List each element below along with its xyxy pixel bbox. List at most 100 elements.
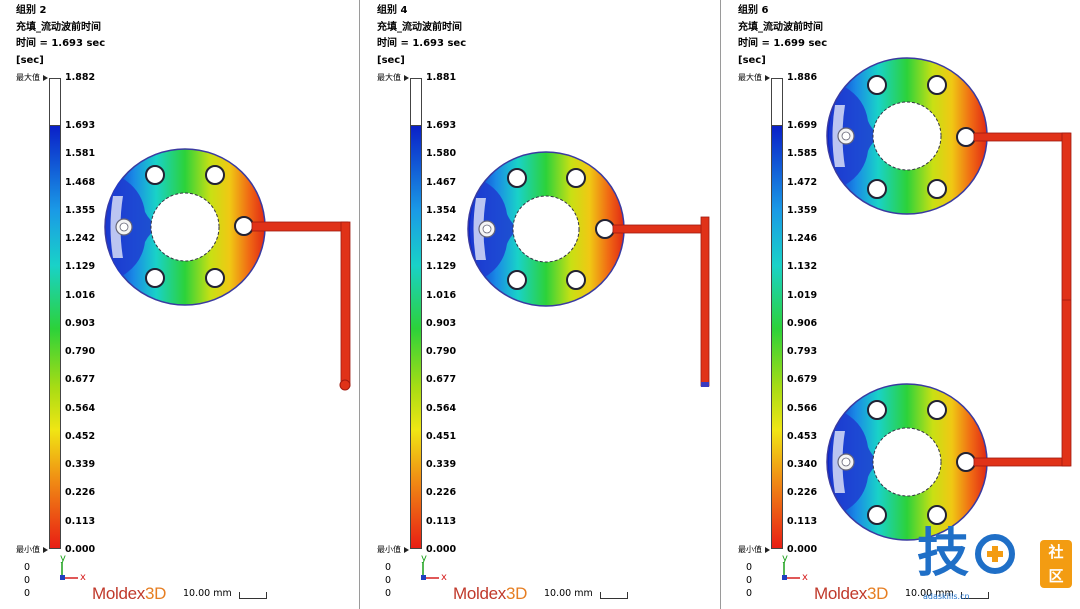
axis-y-label: y (421, 553, 427, 564)
legend-tick-label: 1.585 (787, 148, 818, 160)
legend-overflow-band (49, 78, 61, 125)
legend-tick-label: 1.472 (787, 176, 818, 188)
legend-tick-label: 0.564 (65, 402, 96, 414)
molded-part[interactable] (104, 148, 266, 306)
group-title: 组别 4 (377, 5, 408, 16)
legend-tick-label: 0.793 (787, 346, 818, 358)
legend-tick-label: 0.000 (426, 544, 457, 555)
legend-tick-label: 0.000 (787, 544, 818, 555)
axis-y-label: y (782, 553, 788, 564)
legend-tick-label: 1.242 (426, 233, 457, 245)
legend-tick-label: 0.790 (65, 346, 96, 358)
legend-tick-label: 1.359 (787, 204, 818, 216)
legend-tick-label: 0.679 (787, 374, 818, 386)
max-value: 1.882 (65, 72, 96, 83)
max-label: 最大值 (738, 73, 762, 82)
color-legend-bar[interactable] (49, 125, 61, 549)
result-panel-group-2: 组别 2 充填_流动波前时间 时间 = 1.693 sec [sec] 最大值 … (0, 0, 359, 609)
legend-tick-label: 0.564 (426, 402, 457, 414)
molded-part[interactable] (467, 151, 625, 307)
origin-y: 0 (385, 575, 392, 586)
max-value: 1.881 (426, 72, 457, 83)
color-legend-bar[interactable] (410, 125, 422, 549)
origin-z: 0 (385, 588, 392, 599)
axis-triad-icon: y x (60, 553, 86, 583)
legend-tick-label: 1.355 (65, 204, 96, 216)
moldex3d-logo: Moldex3D (92, 584, 167, 603)
legend-tick-label: 0.677 (65, 374, 96, 386)
legend-tick-label: 1.246 (787, 233, 818, 245)
legend-tick-label: 0.903 (65, 317, 96, 329)
legend-tick-label: 0.339 (65, 459, 96, 471)
legend-gradient (772, 126, 782, 548)
legend-tick-label: 0.903 (426, 317, 457, 329)
panel-divider (359, 0, 360, 609)
result-panel-group-6: 组别 6 充填_流动波前时间 时间 = 1.699 sec [sec] 最大值 … (722, 0, 1080, 609)
legend-tick-label: 1.242 (65, 233, 96, 245)
scale-label: 10.00 mm (183, 588, 232, 599)
legend-tick-label: 1.132 (787, 261, 818, 273)
legend-tick-label: 0.226 (65, 487, 96, 499)
watermark-badge: 社 区 (1040, 540, 1072, 588)
legend-tick-label: 1.699 (787, 120, 818, 131)
origin-z: 0 (24, 588, 31, 599)
max-marker-icon (404, 75, 409, 81)
runner-system[interactable] (973, 132, 1072, 467)
axis-triad-icon: y x (421, 553, 447, 583)
legend-overflow-band (410, 78, 422, 125)
watermark-char: 技 (917, 524, 970, 584)
min-label: 最小值 (377, 545, 401, 554)
plus-circle-icon (975, 534, 1015, 574)
panel-divider (720, 0, 721, 609)
max-value: 1.886 (787, 72, 818, 83)
color-legend-bar[interactable] (771, 125, 783, 549)
group-title: 组别 2 (16, 5, 47, 16)
axis-x-label: x (802, 572, 808, 583)
legend-tick-label: 1.468 (65, 176, 96, 188)
legend-tick-label: 0.340 (787, 459, 818, 471)
result-name: 充填_流动波前时间 (16, 22, 101, 33)
time-readout: 时间 = 1.693 sec (16, 38, 106, 49)
runner-system[interactable] (251, 221, 351, 391)
max-label: 最大值 (16, 73, 40, 82)
axis-x-label: x (80, 572, 86, 583)
result-name: 充填_流动波前时间 (377, 22, 462, 33)
max-marker-icon (765, 75, 770, 81)
molded-part-bottom[interactable] (826, 383, 988, 541)
legend-tick-label: 1.019 (787, 289, 818, 301)
legend-tick-label: 0.451 (426, 430, 457, 442)
max-label: 最大值 (377, 73, 401, 82)
scale-bar (600, 592, 628, 599)
group-title: 组别 6 (738, 5, 769, 16)
min-marker-icon (43, 547, 48, 553)
time-readout: 时间 = 1.693 sec (377, 38, 467, 49)
origin-x: 0 (385, 562, 392, 573)
legend-gradient (411, 126, 421, 548)
scale-bar (961, 592, 989, 599)
min-label: 最小值 (738, 545, 762, 554)
scale-label: 10.00 mm (544, 588, 593, 599)
origin-x: 0 (24, 562, 31, 573)
legend-tick-label: 0.226 (426, 487, 457, 499)
legend-gradient (50, 126, 60, 548)
legend-tick-label: 1.693 (426, 120, 457, 131)
legend-tick-label: 0.226 (787, 487, 818, 499)
legend-tick-label: 1.129 (65, 261, 96, 273)
moldex3d-logo: Moldex3D (453, 584, 528, 603)
legend-tick-label: 1.129 (426, 261, 457, 273)
legend-tick-label: 0.113 (65, 515, 96, 527)
legend-tick-label: 0.000 (65, 544, 96, 555)
moldex3d-logo: Moldex3D (814, 584, 889, 603)
time-readout: 时间 = 1.699 sec (738, 38, 828, 49)
min-marker-icon (404, 547, 409, 553)
origin-z: 0 (746, 588, 753, 599)
legend-tick-label: 0.566 (787, 402, 818, 414)
axis-triad-icon: y x (782, 553, 808, 583)
runner-system[interactable] (612, 216, 710, 387)
origin-y: 0 (746, 575, 753, 586)
legend-tick-label: 0.906 (787, 317, 818, 329)
molded-part-top[interactable] (826, 57, 988, 215)
legend-tick-label: 1.354 (426, 204, 457, 216)
legend-tick-label: 0.113 (426, 515, 457, 527)
